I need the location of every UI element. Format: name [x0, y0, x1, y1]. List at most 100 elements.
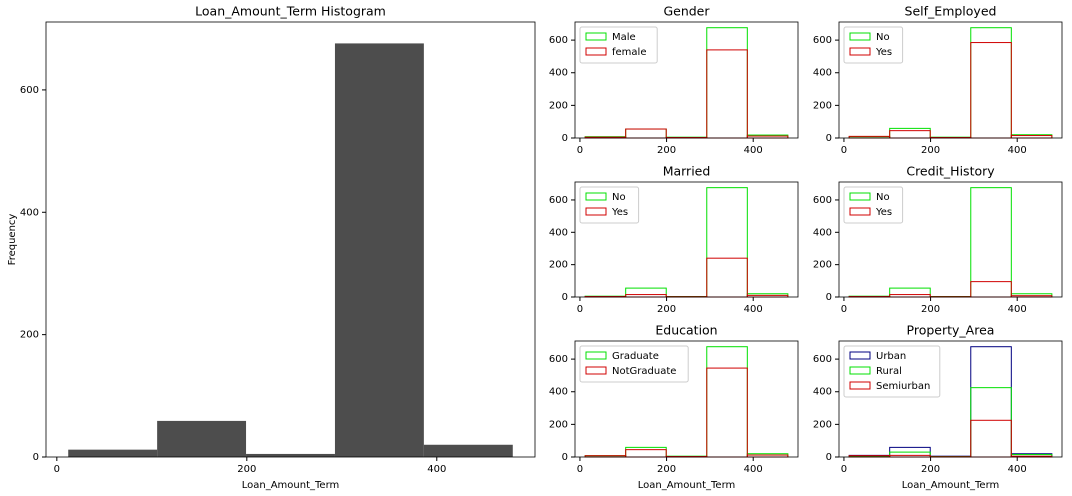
legend-swatch [585, 207, 607, 216]
legend-swatch [849, 207, 871, 216]
histogram-bar [970, 42, 1012, 139]
y-tick-label: 600 [20, 85, 39, 96]
x-axis-label: Loan_Amount_Term [242, 480, 340, 491]
histogram-bar [889, 130, 931, 139]
axes-frame [838, 21, 1063, 139]
x-tick-label: 200 [657, 464, 676, 475]
legend-box [579, 186, 640, 224]
subplot-title: Loan_Amount_Term Histogram [195, 4, 386, 19]
histogram-bar [706, 367, 748, 458]
histogram-bar [68, 449, 158, 457]
histogram-bar [625, 446, 667, 458]
axes-frame [574, 181, 799, 298]
y-tick-label: 400 [813, 227, 832, 238]
histogram-bar [706, 257, 748, 298]
legend-box [579, 345, 689, 383]
legend-label: Semiurban [876, 381, 930, 392]
legend-swatch [849, 32, 871, 41]
subplot: Property_Area 0 200 400 0 200 400 600 Loan_Amoun… [813, 323, 1063, 491]
axes-frame [838, 340, 1063, 458]
subplot-title: Education [655, 323, 717, 338]
subplot-title: Married [663, 164, 711, 179]
histogram-bar [625, 128, 667, 139]
y-tick-label: 600 [549, 35, 568, 46]
histogram-bar [706, 346, 748, 458]
y-tick-label: 0 [826, 292, 832, 303]
x-tick-label: 400 [744, 304, 763, 315]
y-tick-label: 400 [549, 227, 568, 238]
y-tick-label: 600 [549, 354, 568, 365]
y-tick-label: 400 [813, 68, 832, 79]
x-tick-label: 400 [427, 464, 446, 475]
legend-label: No [612, 192, 626, 203]
histogram-bar [706, 187, 748, 298]
legend-swatch [585, 192, 607, 201]
y-tick-label: 0 [562, 292, 568, 303]
y-tick-label: 200 [20, 330, 39, 341]
histogram-bar [970, 281, 1012, 298]
x-tick-label: 200 [921, 464, 940, 475]
subplot: Credit_History 0 200 400 0 200 400 600 No Yes [813, 164, 1063, 315]
legend-label: No [876, 32, 890, 43]
x-tick-label: 400 [1008, 145, 1027, 156]
y-tick-label: 0 [826, 452, 832, 463]
x-tick-label: 400 [1008, 464, 1027, 475]
histogram-bar [970, 187, 1012, 298]
legend-label: Yes [875, 207, 892, 218]
y-tick-label: 600 [813, 354, 832, 365]
y-tick-label: 0 [562, 133, 568, 144]
axes-frame [574, 340, 799, 458]
legend-swatch [585, 351, 607, 360]
histogram-bar [970, 387, 1012, 458]
legend-label: Urban [876, 351, 906, 362]
y-tick-label: 400 [813, 387, 832, 398]
legend-label: Yes [611, 207, 628, 218]
y-tick-label: 400 [549, 68, 568, 79]
histogram-bar [706, 27, 748, 139]
x-tick-label: 200 [657, 145, 676, 156]
histogram-bar [970, 346, 1012, 458]
histogram-bar [157, 420, 247, 457]
legend-swatch [849, 366, 871, 375]
histogram-bar [889, 287, 931, 298]
x-tick-label: 0 [54, 464, 60, 475]
x-tick-label: 400 [744, 464, 763, 475]
subplot-title: Credit_History [906, 164, 995, 179]
legend-swatch [585, 366, 607, 375]
legend-box [843, 186, 904, 224]
axes-frame [45, 21, 536, 458]
legend-label: Male [612, 32, 636, 43]
x-tick-label: 200 [921, 304, 940, 315]
y-tick-label: 200 [813, 100, 832, 111]
y-tick-label: 200 [549, 419, 568, 430]
x-tick-label: 200 [657, 304, 676, 315]
axes-frame [838, 181, 1063, 298]
x-axis-label: Loan_Amount_Term [902, 480, 1000, 491]
legend-label: Rural [876, 366, 902, 377]
x-tick-label: 400 [1008, 304, 1027, 315]
subplot: Loan_Amount_Term Histogram 0 200 400 0 200 400… [7, 4, 536, 491]
legend-label: female [612, 47, 646, 58]
legend-label: NotGraduate [612, 366, 676, 377]
y-tick-label: 200 [813, 260, 832, 271]
x-tick-label: 0 [577, 145, 583, 156]
x-tick-label: 200 [237, 464, 256, 475]
y-tick-label: 600 [549, 195, 568, 206]
axes-frame [574, 21, 799, 139]
x-tick-label: 0 [841, 145, 847, 156]
legend-swatch [849, 351, 871, 360]
y-tick-label: 0 [33, 452, 39, 463]
legend-swatch [849, 192, 871, 201]
legend-label: No [876, 192, 890, 203]
subplot-title: Property_Area [907, 323, 995, 338]
subplot: Self_Employed 0 200 400 0 200 400 600 No Yes [813, 4, 1063, 156]
subplot: Education 0 200 400 0 200 400 600 Loan_Amount_Te… [549, 323, 799, 491]
legend-label: Graduate [612, 351, 659, 362]
y-tick-label: 200 [549, 260, 568, 271]
x-tick-label: 400 [744, 145, 763, 156]
x-axis-label: Loan_Amount_Term [638, 480, 736, 491]
x-tick-label: 0 [577, 464, 583, 475]
y-tick-label: 0 [562, 452, 568, 463]
